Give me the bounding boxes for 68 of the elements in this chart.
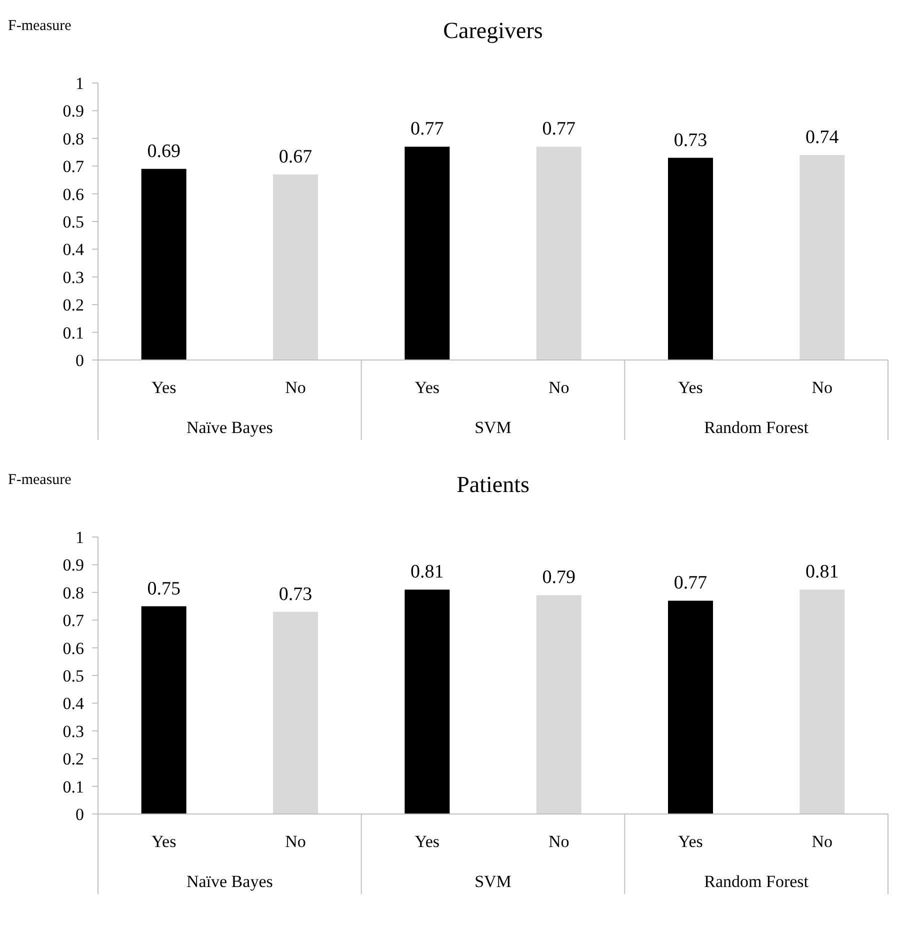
text: Random Forest xyxy=(704,872,809,891)
bar xyxy=(273,612,318,814)
y-tick-label: 0 xyxy=(76,804,84,824)
text: Naïve Bayes xyxy=(186,872,273,891)
data-label: 0.67 xyxy=(278,146,312,168)
x-tick-label: No xyxy=(812,378,833,397)
y-tick-label: 0.8 xyxy=(62,583,84,602)
y-tick-label: 0.3 xyxy=(62,268,84,287)
bar xyxy=(141,168,186,360)
data-label: 0.77 xyxy=(674,572,708,594)
y-tick-label: 1 xyxy=(76,528,84,547)
y-tick-label: 0.6 xyxy=(62,638,84,658)
text: Random Forest xyxy=(704,418,809,437)
y-tick-label: 0.1 xyxy=(62,323,84,342)
x-tick-label: No xyxy=(285,832,306,851)
y-tick-label: 0.9 xyxy=(62,556,84,575)
bar xyxy=(404,146,450,360)
y-tick-label: 0.2 xyxy=(62,296,84,315)
x-tick-label: No xyxy=(548,378,570,397)
y-tick-label: 0.9 xyxy=(62,102,84,121)
y-tick-label: 0.4 xyxy=(62,240,84,260)
data-label: 0.81 xyxy=(806,562,839,583)
x-tick-label: No xyxy=(812,832,833,851)
data-label: 0.81 xyxy=(410,562,444,583)
data-label: 0.77 xyxy=(542,118,576,140)
chart-title: Caregivers xyxy=(443,18,543,43)
y-axis-title: F-measure xyxy=(8,472,72,488)
x-tick-label: Yes xyxy=(678,832,703,851)
bar xyxy=(404,590,450,814)
y-tick-label: 1 xyxy=(76,74,84,93)
x-tick-label: Yes xyxy=(678,378,703,397)
x-tick-label: No xyxy=(548,832,570,851)
y-tick-label: 0.4 xyxy=(62,694,84,714)
x-tick-label: Yes xyxy=(151,378,176,397)
y-tick-label: 0.6 xyxy=(62,184,84,204)
bar xyxy=(141,606,186,814)
chart-title: Patients xyxy=(456,472,530,497)
data-label: 0.73 xyxy=(278,584,312,605)
y-tick-label: 0.3 xyxy=(62,722,84,741)
data-label: 0.74 xyxy=(806,127,840,148)
bar xyxy=(668,158,713,360)
y-axis-title: F-measure xyxy=(8,18,72,34)
data-label: 0.69 xyxy=(147,140,180,162)
bar xyxy=(668,600,713,814)
y-tick-label: 0.1 xyxy=(62,777,84,796)
y-tick-label: 0.5 xyxy=(62,212,84,232)
bar xyxy=(800,155,845,360)
text: Naïve Bayes xyxy=(186,418,273,437)
x-tick-label: Yes xyxy=(151,832,176,851)
bar xyxy=(536,595,582,814)
y-tick-label: 0.2 xyxy=(62,750,84,769)
text: SVM xyxy=(474,418,512,437)
bar xyxy=(536,146,582,360)
y-tick-label: 0 xyxy=(76,350,84,370)
text: SVM xyxy=(474,872,512,891)
bar xyxy=(800,590,845,814)
x-tick-label: Yes xyxy=(414,832,440,851)
data-label: 0.79 xyxy=(542,567,576,588)
data-label: 0.73 xyxy=(674,130,708,151)
x-tick-label: Yes xyxy=(414,378,440,397)
data-label: 0.77 xyxy=(410,118,444,140)
y-tick-label: 0.5 xyxy=(62,666,84,686)
data-label: 0.75 xyxy=(147,578,180,600)
bar xyxy=(273,174,318,360)
y-tick-label: 0.7 xyxy=(62,611,84,630)
y-tick-label: 0.8 xyxy=(62,129,84,148)
y-tick-label: 0.7 xyxy=(62,157,84,176)
x-tick-label: No xyxy=(285,378,306,397)
